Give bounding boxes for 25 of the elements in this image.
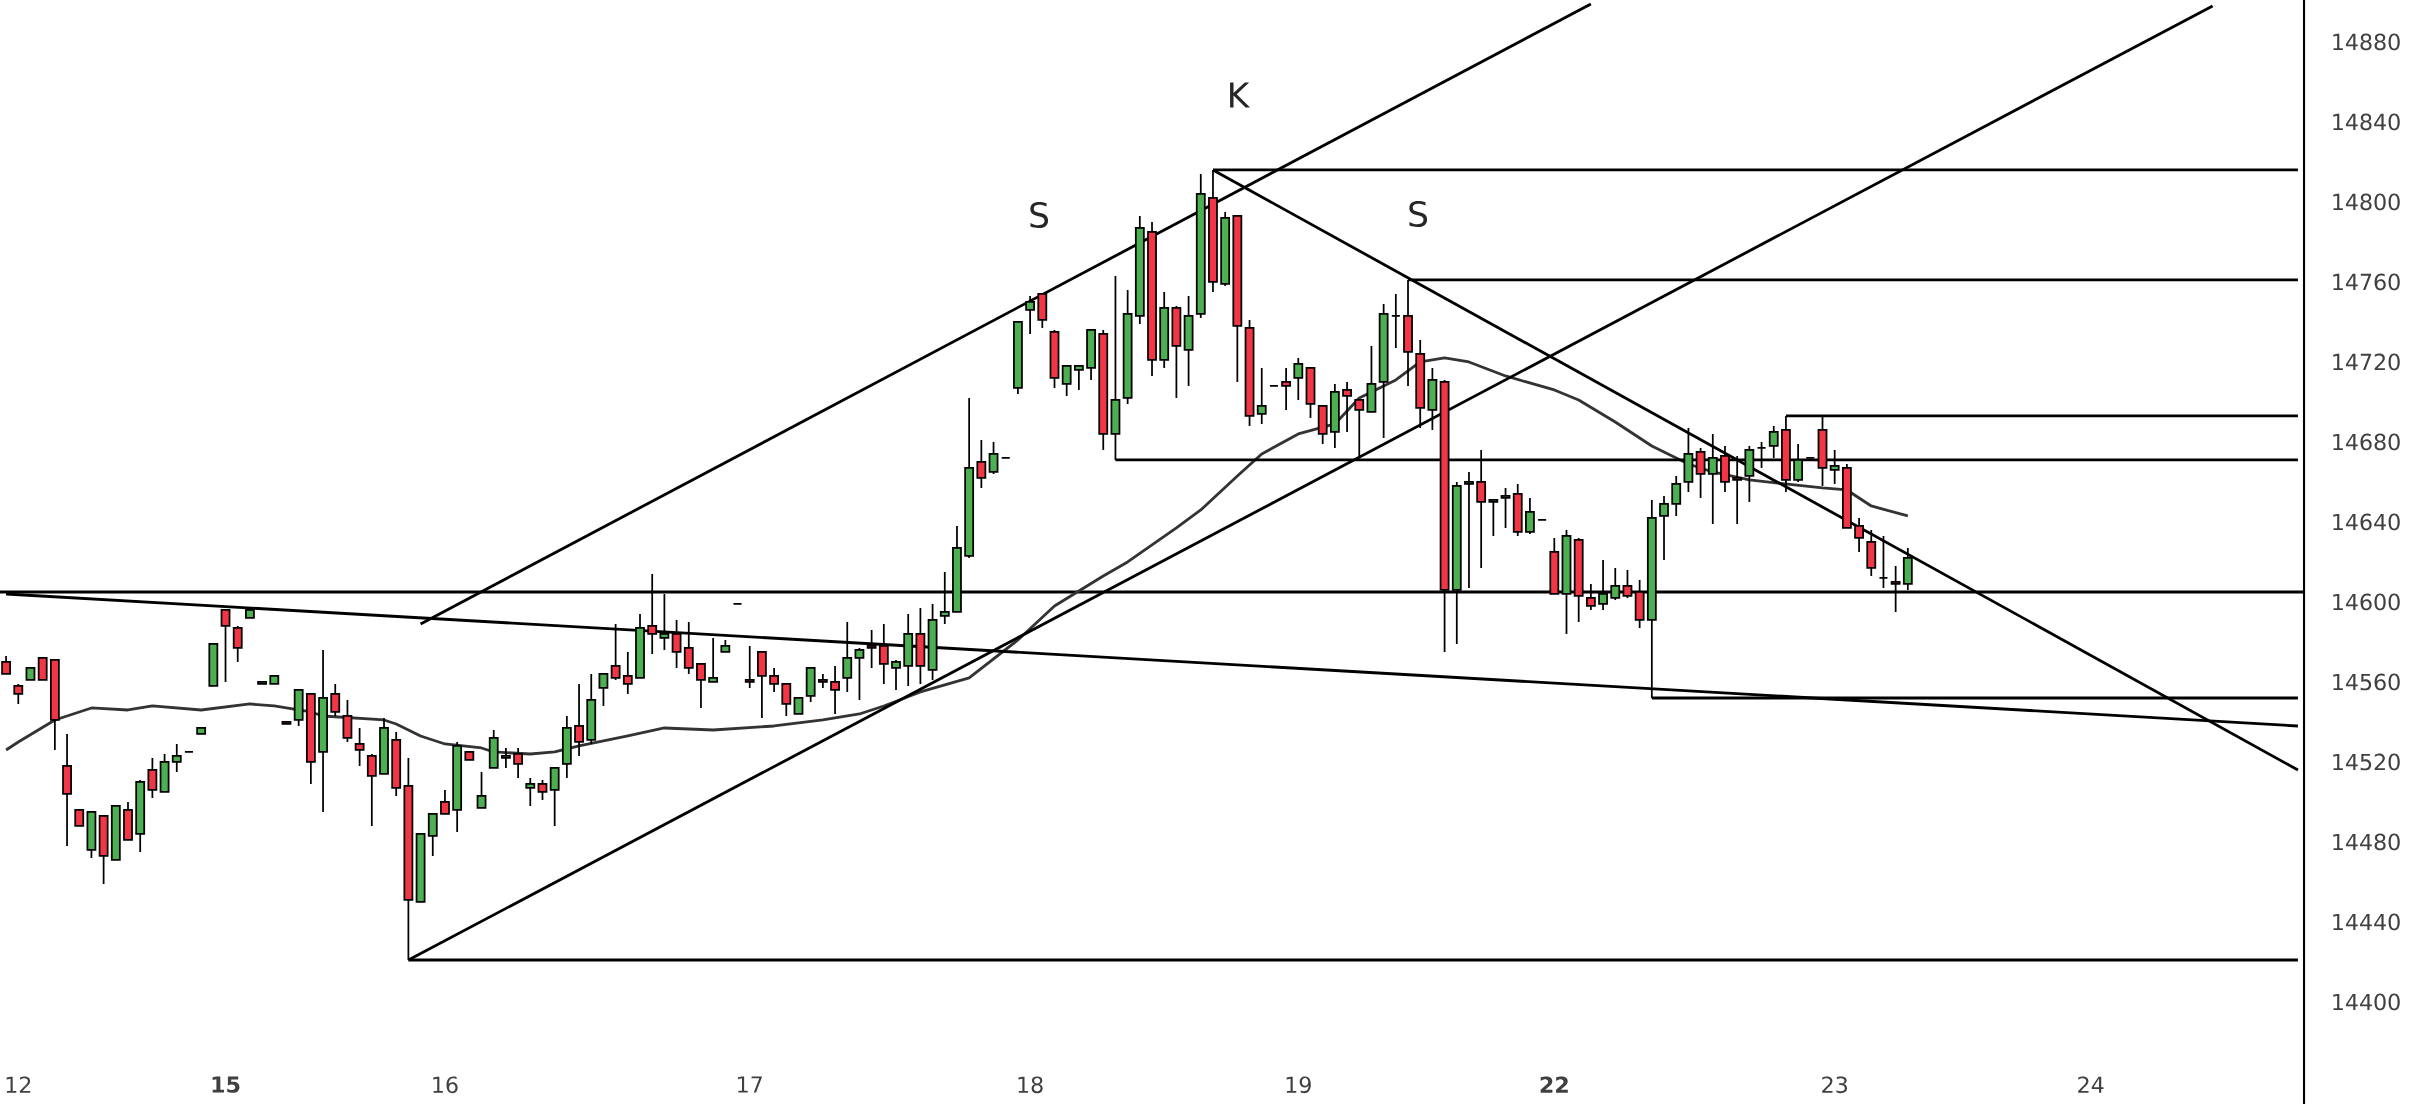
y-tick-label: 14680: [2333, 433, 2400, 451]
x-tick-label: 18: [1018, 1076, 1043, 1094]
y-tick-label: 14760: [2333, 273, 2400, 291]
x-tick-label: 24: [2078, 1076, 2104, 1093]
y-tick-label: 14720: [2333, 353, 2400, 371]
y-tick-label: 14840: [2333, 113, 2400, 131]
x-tick-label: 19: [1286, 1076, 1311, 1094]
annotation: S: [1030, 201, 1049, 229]
y-tick-label: 14400: [2333, 993, 2400, 1011]
y-tick-label: 14560: [2333, 673, 2400, 691]
x-tick-label: 22: [1540, 1076, 1568, 1093]
annotation: S: [1409, 200, 1428, 228]
y-tick-label: 14520: [2333, 753, 2400, 771]
x-tick-label: 16: [433, 1076, 458, 1094]
y-tick-label: 14600: [2333, 593, 2400, 611]
y-tick-label: 14440: [2333, 913, 2400, 931]
y-tick-label: 14800: [2333, 193, 2400, 211]
y-tick-label: 14480: [2333, 833, 2400, 851]
annotation: K: [1230, 82, 1251, 108]
x-tick-label: 12: [6, 1076, 31, 1093]
y-tick-label: 14640: [2333, 513, 2400, 531]
y-tick-label: 14880: [2333, 33, 2400, 51]
x-tick-label: 23: [1822, 1076, 1848, 1094]
x-tick-label: 17: [738, 1076, 762, 1093]
x-tick-label: 15: [212, 1076, 240, 1093]
